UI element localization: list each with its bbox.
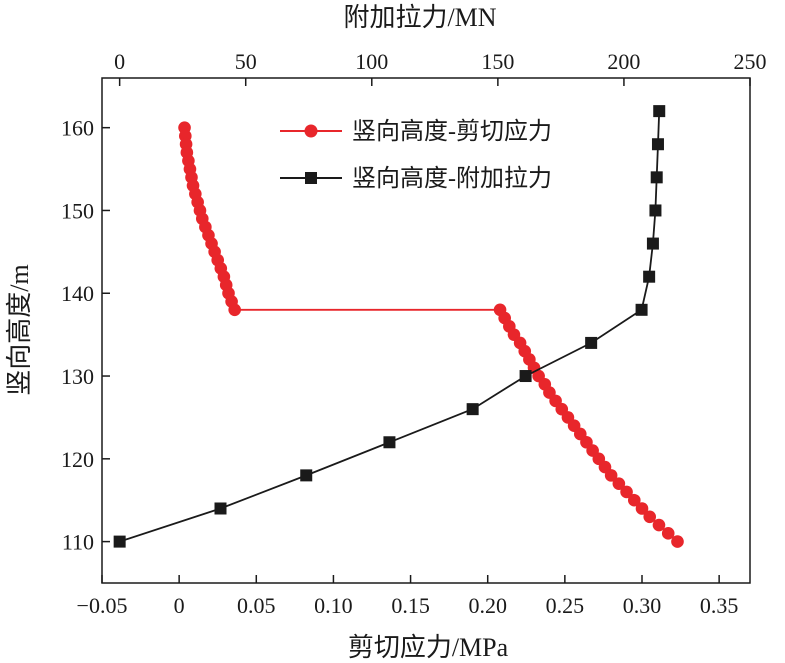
data-point xyxy=(635,502,649,515)
top-tick-label: 0 xyxy=(114,49,125,74)
data-point xyxy=(113,535,126,548)
y-tick-label: 120 xyxy=(61,447,94,472)
data-point xyxy=(228,303,241,317)
bottom-tick-label: 0.15 xyxy=(391,593,430,618)
top-tick-label: 250 xyxy=(734,49,767,74)
data-point xyxy=(671,535,684,548)
y-tick-label: 160 xyxy=(61,116,94,141)
y-axis: 110 120 130 140 150 160 xyxy=(61,116,110,555)
bottom-tick-label: −0.05 xyxy=(77,593,128,618)
data-point xyxy=(643,510,657,524)
data-point xyxy=(646,237,659,250)
y-tick-label: 150 xyxy=(61,198,94,223)
bottom-tick-label: 0.35 xyxy=(700,593,739,618)
data-point xyxy=(604,469,618,482)
plot-area xyxy=(113,105,684,548)
data-point xyxy=(650,171,663,184)
y-tick-label: 110 xyxy=(62,530,94,555)
data-point xyxy=(519,370,532,383)
data-point xyxy=(214,502,227,515)
legend-marker-shear xyxy=(304,124,318,138)
legend-marker-tension xyxy=(305,172,317,184)
data-point xyxy=(653,105,666,118)
bottom-tick-label: 0.25 xyxy=(546,593,585,618)
data-point xyxy=(300,469,313,482)
data-point xyxy=(635,303,648,316)
data-point xyxy=(383,436,396,449)
data-point xyxy=(649,204,662,217)
bottom-tick-label: 0.30 xyxy=(623,593,662,618)
y-tick-label: 140 xyxy=(61,281,94,306)
bottom-tick-label: 0.05 xyxy=(237,593,276,618)
bottom-tick-label: 0 xyxy=(174,593,185,618)
y-axis-title: 竖向高度/m xyxy=(5,264,34,395)
top-x-axis: 0 50 100 150 200 250 xyxy=(114,49,767,86)
top-tick-label: 150 xyxy=(481,49,514,74)
legend-label-shear: 竖向高度-剪切应力 xyxy=(352,118,552,145)
top-axis-title: 附加拉力/MN xyxy=(343,3,496,32)
data-point xyxy=(661,527,675,540)
data-point xyxy=(652,518,666,532)
legend: 竖向高度-剪切应力 竖向高度-附加拉力 xyxy=(280,118,552,192)
data-point xyxy=(627,493,641,507)
top-tick-label: 100 xyxy=(355,49,388,74)
bottom-tick-label: 0.20 xyxy=(468,593,507,618)
legend-label-tension: 竖向高度-附加拉力 xyxy=(352,165,552,192)
top-tick-label: 50 xyxy=(235,49,257,74)
bottom-tick-label: 0.10 xyxy=(314,593,353,618)
data-point xyxy=(620,485,633,499)
data-point xyxy=(585,336,598,349)
bottom-x-axis: −0.05 0 0.05 0.10 0.15 0.20 0.25 0.30 0.35 xyxy=(77,575,739,618)
top-tick-label: 200 xyxy=(607,49,640,74)
data-point xyxy=(651,138,664,151)
plot-frame xyxy=(101,77,751,584)
y-tick-label: 130 xyxy=(61,364,94,389)
data-point xyxy=(466,403,479,416)
data-point xyxy=(643,270,656,283)
bottom-axis-title: 剪切应力/MPa xyxy=(348,633,509,662)
data-point xyxy=(612,477,626,490)
